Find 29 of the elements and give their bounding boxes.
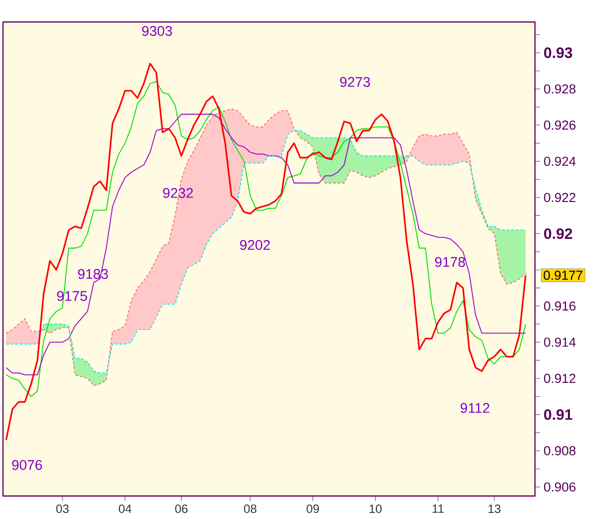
data-label: 0.9177 [544,270,582,280]
y-tick-label: 0.91 [544,409,572,420]
y-tick-label: 0.928 [544,84,576,94]
x-tick-label: 09 [306,504,319,514]
y-tick-label: 0.93 [544,47,572,58]
y-tick-label: 0.922 [544,192,576,202]
x-tick-label: 11 [432,504,444,513]
annotation: 9178 [435,257,465,267]
x-tick-label: 10 [370,504,382,514]
y-tick-label: 0.908 [544,446,576,456]
y-tick-label: 0.914 [544,338,576,347]
y-tick-label: 0.916 [544,301,576,311]
annotation: 9232 [163,188,193,198]
y-tick-label: 0.926 [544,120,576,130]
x-tick-label: 13 [488,504,500,514]
y-tick-label: 0.92 [544,228,572,239]
annotation: 9273 [340,77,370,87]
annotation: 9112 [460,403,490,413]
x-tick-label: 08 [244,504,256,514]
y-tick-label: 0.906 [544,482,576,492]
x-tick-label: 04 [118,504,132,514]
x-tick-label: 03 [56,504,69,514]
y-tick-label: 0.924 [544,156,576,166]
x-tick-label: 06 [175,504,188,514]
annotation: 9303 [142,26,172,36]
y-tick-label: 0.912 [544,374,576,383]
annotation: 9202 [240,240,270,250]
annotation: 9076 [12,460,42,470]
line-series [5,62,526,441]
